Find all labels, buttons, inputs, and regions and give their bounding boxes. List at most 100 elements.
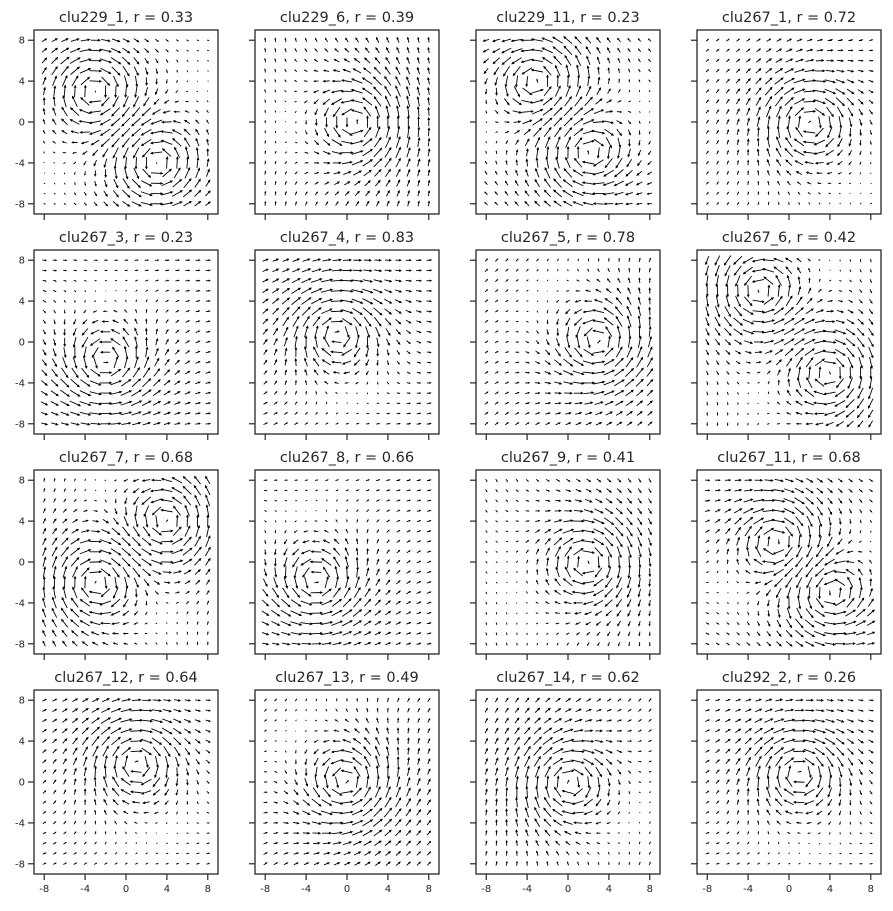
- quiver-arrow: [395, 269, 403, 272]
- quiver-arrow: [746, 38, 751, 42]
- quiver-arrow: [42, 537, 47, 545]
- quiver-arrow: [745, 350, 753, 354]
- quiver-arrow: [323, 59, 329, 63]
- quiver-arrow: [334, 37, 339, 43]
- quiver-arrow: [205, 494, 211, 507]
- quiver-arrow: [796, 257, 802, 263]
- quiver-arrow: [555, 136, 561, 148]
- quiver-arrow: [857, 98, 864, 105]
- quiver-arrow: [494, 361, 499, 364]
- quiver-arrow: [385, 56, 391, 64]
- quiver-arrow: [586, 65, 590, 76]
- quiver-arrow: [364, 598, 372, 607]
- quiver-arrow: [805, 308, 814, 315]
- quiver-arrow: [637, 149, 642, 157]
- quiver-arrow: [264, 160, 267, 165]
- quiver-arrow: [762, 499, 776, 502]
- quiver-arrow: [648, 257, 651, 263]
- quiver-arrow: [591, 182, 605, 186]
- quiver-arrow: [794, 317, 805, 325]
- quiver-arrow: [484, 411, 489, 416]
- quiver-arrow: [608, 851, 610, 855]
- quiver-arrow: [827, 787, 832, 798]
- quiver-arrow: [124, 279, 128, 282]
- quiver-arrow: [857, 719, 865, 723]
- quiver-arrow: [554, 830, 561, 836]
- quiver-arrow: [505, 776, 509, 787]
- quiver-arrow: [577, 74, 580, 87]
- quiver-arrow: [638, 750, 642, 753]
- quiver-arrow: [512, 66, 521, 77]
- quiver-arrow: [581, 581, 595, 585]
- quiver-arrow: [61, 141, 67, 144]
- quiver-arrow: [835, 642, 847, 646]
- quiver-arrow: [606, 821, 611, 825]
- quiver-arrow: [514, 707, 520, 713]
- quiver-arrows: [41, 38, 211, 207]
- quiver-arrow: [196, 514, 199, 527]
- quiver-arrow: [766, 136, 770, 148]
- quiver-arrow: [624, 367, 635, 378]
- quiver-arrow: [787, 535, 791, 549]
- quiver-arrow: [185, 330, 190, 334]
- quiver-arrow: [52, 769, 57, 774]
- quiver-arrow: [353, 586, 361, 598]
- quiver-arrow: [363, 57, 371, 64]
- quiver-arrow: [743, 275, 752, 287]
- quiver-arrow: [484, 78, 488, 85]
- quiver-arrow: [122, 766, 130, 777]
- quiver-arrow: [566, 478, 571, 482]
- quiver-arrow: [284, 171, 287, 175]
- quiver-arrow: [715, 779, 720, 784]
- quiver-arrow: [618, 556, 621, 569]
- quiver-arrow: [165, 79, 168, 84]
- quiver-arrow: [574, 299, 582, 303]
- quiver-arrow: [637, 517, 643, 526]
- quiver-arrow: [575, 326, 581, 339]
- quiver-arrow: [145, 600, 148, 606]
- quiver-arrow: [837, 478, 843, 483]
- quiver-arrow: [807, 586, 811, 600]
- quiver-arrow: [617, 478, 622, 483]
- quiver-arrow: [627, 719, 632, 722]
- quiver-arrow: [625, 202, 633, 206]
- quiver-arrow: [384, 289, 393, 293]
- quiver-arrow: [705, 550, 710, 554]
- quiver-arrow: [150, 171, 164, 175]
- quiver-arrow: [503, 109, 511, 114]
- quiver-arrow: [405, 808, 412, 817]
- quiver-arrow: [132, 478, 140, 482]
- quiver-arrow: [583, 810, 593, 815]
- quiver-arrow: [111, 622, 120, 626]
- quiver-arrow: [53, 289, 57, 292]
- quiver-arrow: [196, 811, 199, 815]
- quiver-arrow: [83, 862, 88, 865]
- quiver-arrow: [120, 738, 133, 744]
- quiver-arrow: [804, 388, 815, 397]
- quiver-arrow: [757, 862, 761, 865]
- quiver-arrow: [84, 181, 87, 186]
- quiver-arrow: [163, 699, 172, 702]
- quiver-arrow: [525, 499, 530, 502]
- quiver-arrow: [544, 765, 551, 778]
- quiver-arrow: [736, 128, 740, 136]
- quiver-arrow: [406, 519, 411, 523]
- quiver-arrow: [796, 48, 804, 52]
- quiver-arrow: [855, 631, 867, 636]
- quiver-arrow: [859, 789, 862, 796]
- quiver-arrow: [705, 622, 710, 625]
- quiver-arrow: [485, 530, 488, 533]
- quiver-arrow: [195, 279, 201, 282]
- quiver-arrow: [593, 299, 603, 303]
- quiver-arrow: [514, 201, 519, 206]
- quiver-arrow: [647, 400, 653, 406]
- quiver-arrow: [362, 138, 373, 147]
- quiver-arrow: [824, 330, 837, 334]
- quiver-arrow: [827, 38, 834, 42]
- quiver-arrow: [705, 800, 710, 804]
- quiver-arrow: [121, 127, 131, 138]
- quiver-arrow: [284, 180, 287, 185]
- quiver-arrow: [757, 611, 760, 617]
- quiver-arrow: [613, 180, 624, 187]
- quiver-arrow: [426, 611, 432, 615]
